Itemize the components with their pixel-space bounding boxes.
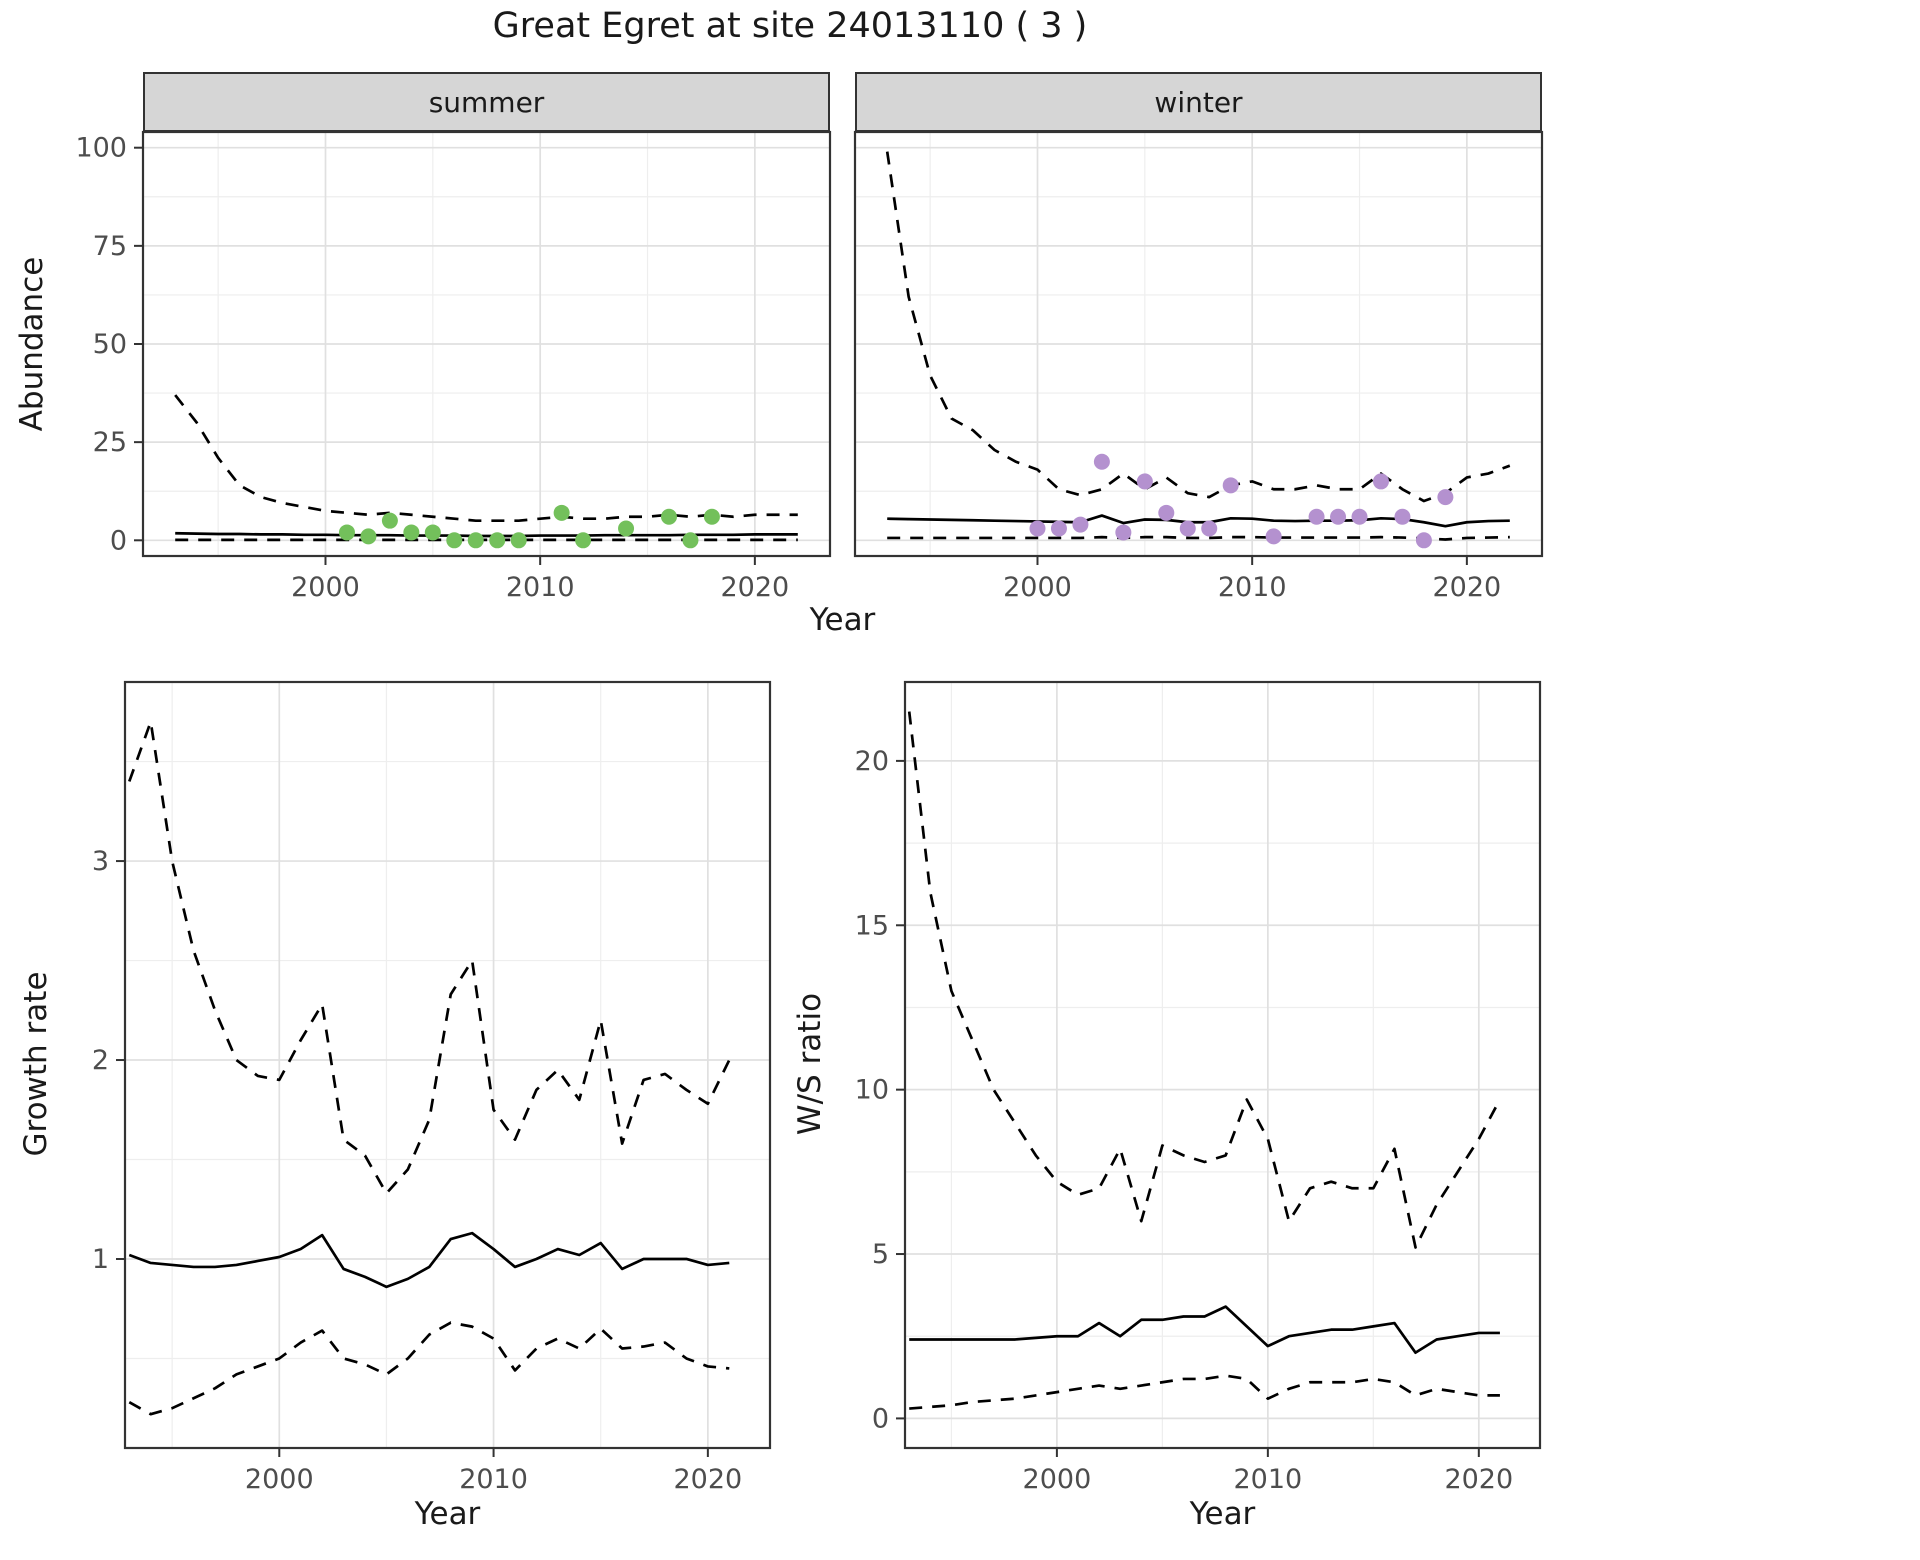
y-tick-label: 5	[872, 1239, 889, 1270]
x-tick-label: 2000	[245, 1464, 314, 1495]
abundance_winter-panel: 2000 2010 2020	[853, 130, 1544, 603]
growth_rate-panel: 2000 2010 2020 1 2 3	[92, 680, 772, 1495]
abundance_winter-observed-point	[1136, 473, 1153, 490]
x-tick-label: 2020	[1433, 572, 1502, 603]
abundance_summer-observed-point	[489, 532, 506, 549]
abundance_summer-observed-point	[575, 532, 592, 549]
abundance_summer-observed-point	[446, 532, 463, 549]
x-tick-label: 2010	[1233, 1464, 1302, 1495]
abundance_winter-observed-point	[1050, 520, 1067, 537]
ws_ratio-plot-area	[907, 711, 1502, 1410]
abundance_winter-observed-point	[1330, 508, 1347, 525]
abundance_summer-observed-point	[381, 512, 398, 529]
abundance_summer-plot-area	[174, 394, 798, 549]
y-tick-label: 10	[855, 1075, 889, 1106]
x-tick-label: 2010	[506, 572, 575, 603]
x-tick-label: 2000	[291, 572, 360, 603]
abundance_winter-observed-point	[1222, 477, 1239, 494]
abundance_winter-observed-point	[1415, 532, 1432, 549]
panel-background	[905, 682, 1540, 1448]
abundance_summer-observed-point	[553, 504, 570, 521]
abundance_winter-observed-point	[1179, 520, 1196, 537]
abundance_winter-observed-point	[1437, 489, 1454, 506]
x-axis-label-top: Year	[809, 602, 876, 638]
abundance_summer-observed-point	[618, 520, 635, 537]
abundance_winter-observed-point	[1158, 504, 1175, 521]
growth_rate-median-line	[128, 1231, 730, 1289]
y-tick-label: 50	[93, 329, 127, 360]
abundance_winter-lower_ci-line	[887, 535, 1510, 541]
abundance_summer-panel: 2000 2010 2020 0 25 50 75 100	[75, 130, 832, 603]
ws_ratio-lower_ci-line	[909, 1374, 1500, 1410]
panel-border	[123, 680, 772, 1450]
ws_ratio-upper_ci-line	[907, 711, 1502, 1249]
y-tick-label: 15	[855, 910, 889, 941]
y-tick-label: 2	[92, 1045, 109, 1076]
abundance_summer-observed-point	[360, 528, 377, 545]
y-axis-label-ws-ratio: W/S ratio	[792, 992, 828, 1136]
abundance_summer-observed-point	[510, 532, 527, 549]
y-tick-label: 1	[92, 1244, 109, 1275]
y-tick-label: 3	[92, 846, 109, 877]
abundance_winter-upper_ci-line	[885, 151, 1511, 503]
x-tick-label: 2020	[721, 572, 790, 603]
y-tick-label: 25	[93, 427, 127, 458]
x-axis-label-ws-ratio: Year	[1189, 1496, 1256, 1532]
y-tick-label: 20	[855, 746, 889, 777]
abundance_winter-observed-point	[1372, 473, 1389, 490]
y-tick-label: 75	[93, 231, 127, 262]
x-tick-label: 2000	[1003, 572, 1072, 603]
facet-strip-winter: winter	[855, 72, 1542, 132]
x-tick-label: 2000	[1023, 1464, 1092, 1495]
growth_rate-upper_ci-line	[128, 720, 731, 1195]
abundance_summer-observed-point	[338, 524, 355, 541]
ws_ratio-panel: 2000 2010 2020 0 5 10 15 20	[855, 680, 1542, 1495]
abundance_summer-observed-point	[660, 508, 677, 525]
growth_rate-lower_ci-line	[128, 1321, 730, 1416]
panel-background	[125, 682, 770, 1448]
x-tick-label: 2010	[459, 1464, 528, 1495]
abundance_winter-observed-point	[1308, 508, 1325, 525]
y-axis-label-growth-rate: Growth rate	[18, 971, 54, 1157]
x-tick-label: 2010	[1218, 572, 1287, 603]
abundance_summer-observed-point	[682, 532, 699, 549]
abundance_winter-plot-area	[885, 151, 1511, 549]
x-axis-label-growth-rate: Year	[414, 1496, 481, 1532]
abundance_winter-observed-point	[1115, 524, 1132, 541]
panel-border	[853, 130, 1544, 558]
abundance_summer-observed-point	[424, 524, 441, 541]
abundance_winter-observed-point	[1072, 516, 1089, 533]
chart-title: Great Egret at site 24013110 ( 3 )	[492, 6, 1088, 46]
abundance_summer-observed-point	[703, 508, 720, 525]
x-tick-label: 2020	[1444, 1464, 1513, 1495]
abundance_winter-observed-point	[1029, 520, 1046, 537]
y-tick-label: 0	[872, 1403, 889, 1434]
facet-strip-summer-label: summer	[428, 85, 545, 119]
y-tick-label: 100	[75, 133, 127, 164]
abundance_summer-observed-point	[403, 524, 420, 541]
facet-strip-winter-label: winter	[1154, 85, 1243, 119]
y-axis-label-abundance: Abundance	[14, 256, 50, 432]
panel-border	[903, 680, 1542, 1450]
ws_ratio-median-line	[909, 1305, 1500, 1355]
abundance_winter-observed-point	[1394, 508, 1411, 525]
facet-strip-summer: summer	[143, 72, 830, 132]
abundance_winter-observed-point	[1351, 508, 1368, 525]
x-tick-label: 2020	[673, 1464, 742, 1495]
abundance_summer-observed-point	[467, 532, 484, 549]
y-tick-label: 0	[110, 525, 127, 556]
growth_rate-plot-area	[128, 720, 731, 1416]
abundance_winter-observed-point	[1265, 528, 1282, 545]
abundance_winter-observed-point	[1093, 453, 1110, 470]
abundance_winter-observed-point	[1201, 520, 1218, 537]
